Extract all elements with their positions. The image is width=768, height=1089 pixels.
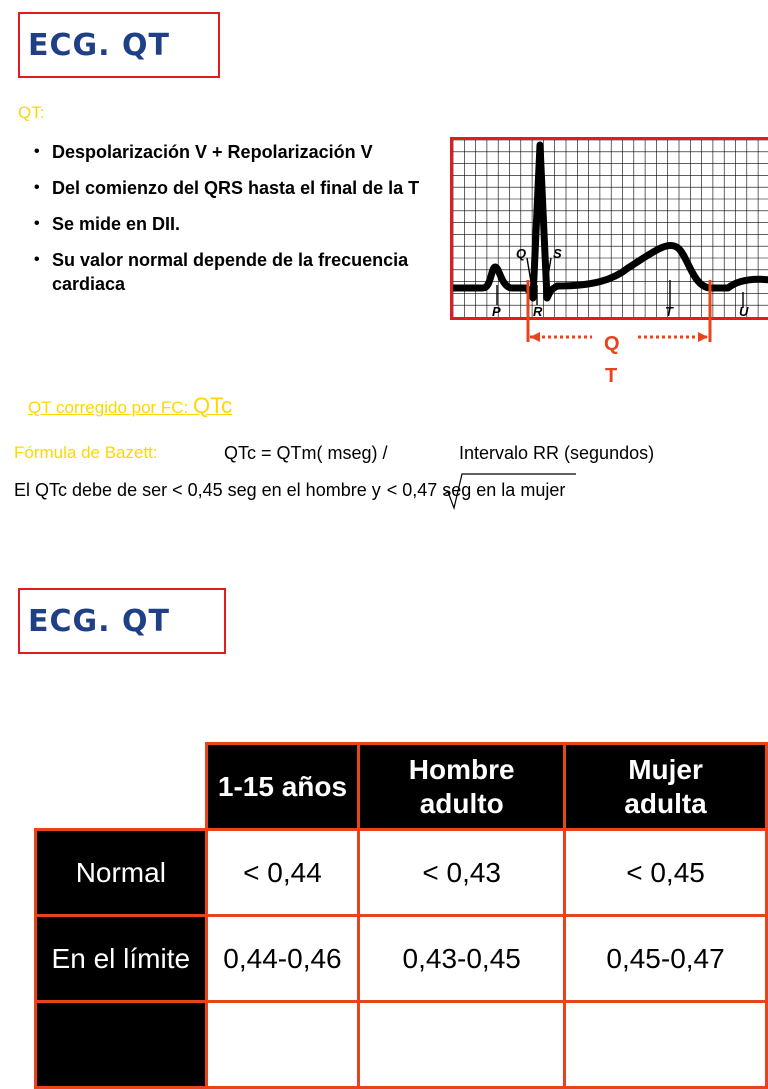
- table-cell: 0,43-0,45: [357, 914, 567, 1003]
- bullet-item: Se mide en DII.: [28, 212, 448, 236]
- table-row: Normal < 0,44 < 0,43 < 0,45: [34, 828, 768, 917]
- bazett-denominator: Intervalo RR (segundos): [459, 443, 655, 463]
- slide1-title-box: ECG. QT: [18, 12, 220, 78]
- qtc-symbol: QTc: [193, 393, 233, 418]
- table-cell: < 0,43: [357, 828, 567, 917]
- qt-marker-q: Q: [604, 333, 620, 355]
- slide2-title: ECG. QT: [28, 604, 170, 639]
- qtc-threshold-note: El QTc debe de ser < 0,45 seg en el homb…: [14, 480, 565, 501]
- table-cell: [563, 1000, 768, 1089]
- ecg-label-q: Q: [516, 246, 526, 261]
- qtc-note-a: El QTc debe de ser < 0,45 seg en el homb…: [14, 480, 372, 500]
- square-root-symbol: [443, 473, 576, 511]
- col-header: Mujer adulta: [563, 742, 768, 831]
- qt-reference-table: 1-15 años Hombre adulto Mujer adulta Nor…: [34, 742, 768, 1089]
- row-header: Normal: [34, 828, 208, 917]
- ecg-label-t: T: [665, 304, 674, 317]
- bullet-item: Del comienzo del QRS hasta el final de l…: [28, 176, 448, 200]
- bullet-item: Despolarización V + Repolarización V: [28, 140, 448, 164]
- slide2-title-box: ECG. QT: [18, 588, 226, 654]
- row-header: En el límite: [34, 914, 208, 1003]
- qt-interval-marker: [526, 280, 712, 342]
- qt-corrected-heading: QT corregido por FC: QTc: [28, 393, 232, 419]
- bazett-formula: QTc = QTm( mseg) /: [224, 443, 388, 463]
- table-row: En el límite 0,44-0,46 0,43-0,45 0,45-0,…: [34, 914, 768, 1003]
- table-cell: [204, 1000, 361, 1089]
- ecg-label-r: R: [533, 304, 543, 317]
- table-cell: < 0,45: [563, 828, 768, 917]
- table-cell: [357, 1000, 567, 1089]
- ecg-waveform: [453, 141, 768, 302]
- ecg-label-p: P: [492, 304, 501, 317]
- table-header-row: 1-15 años Hombre adulto Mujer adulta: [36, 742, 768, 831]
- ecg-label-s: S: [553, 246, 562, 261]
- table-cell: 0,45-0,47: [563, 914, 768, 1003]
- qt-marker-t: T: [605, 365, 618, 387]
- bazett-label: Fórmula de Bazett:: [14, 443, 158, 462]
- table-row: [34, 1000, 768, 1089]
- table-corner: [36, 744, 207, 830]
- col-header: Hombre adulto: [357, 742, 567, 831]
- table-cell: < 0,44: [204, 828, 361, 917]
- qtc-note-y: y: [371, 480, 381, 500]
- ecg-label-u: U: [739, 304, 749, 317]
- qtc-note-b: < 0,47 seg en la mujer: [386, 480, 566, 500]
- bullet-item: Su valor normal depende de la frecuencia…: [28, 248, 448, 296]
- col-header: 1-15 años: [204, 742, 361, 831]
- slide1-title: ECG. QT: [28, 28, 170, 63]
- qt-corrected-label: QT corregido por FC:: [28, 398, 194, 417]
- qt-section-label: QT:: [18, 103, 45, 122]
- qt-bullet-list: Despolarización V + Repolarización V Del…: [28, 140, 448, 308]
- row-header: [34, 1000, 208, 1089]
- table-cell: 0,44-0,46: [204, 914, 361, 1003]
